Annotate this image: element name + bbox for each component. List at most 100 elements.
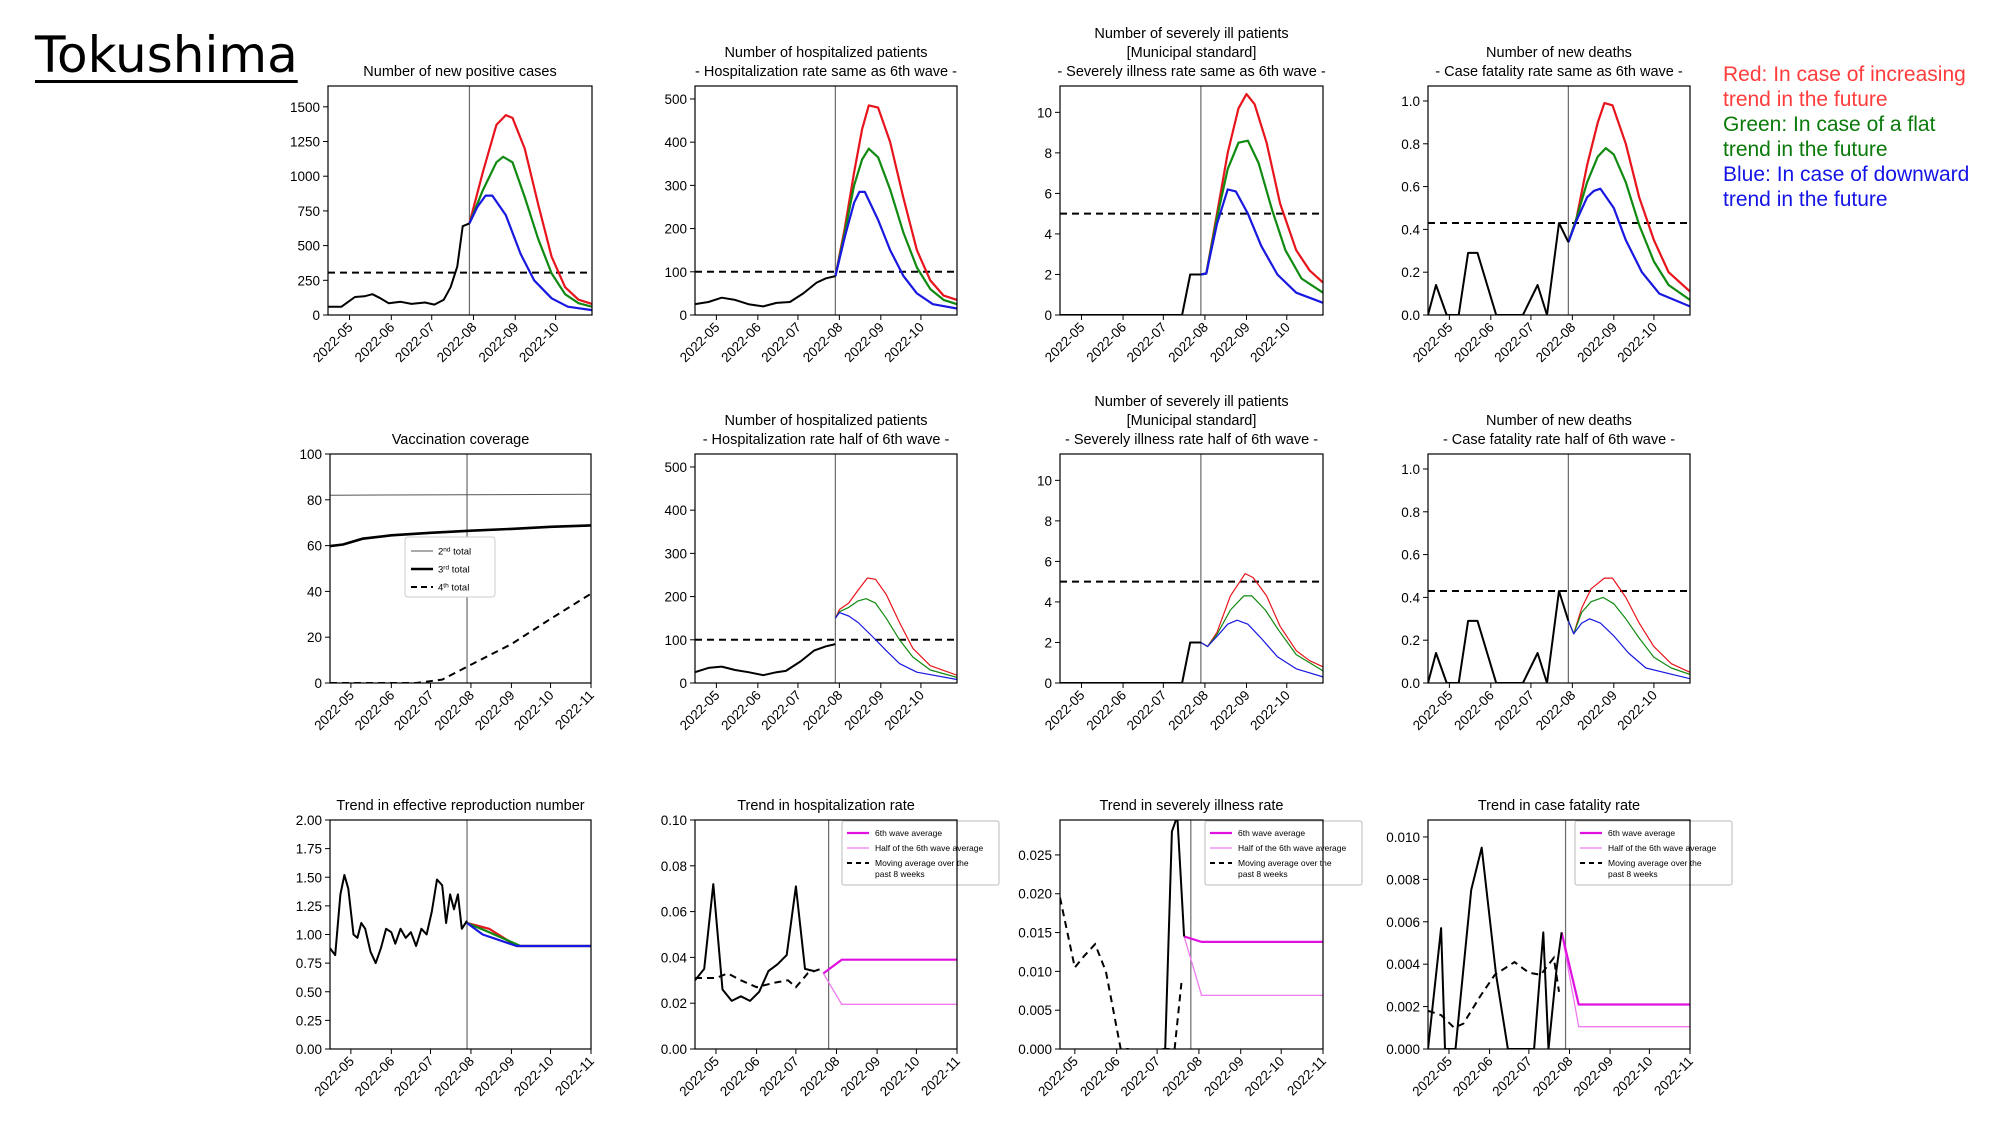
y-tick-label: 0.06 (661, 905, 687, 920)
series-observed (1428, 846, 1563, 1049)
legend-label: past 8 weeks (1608, 869, 1658, 879)
x-tick-label: 2022-10 (1242, 1054, 1288, 1100)
chart-hosp_rate: Trend in hospitalization rate 6th wave av… (661, 798, 1000, 1100)
chart-title-line: Trend in effective reproduction number (336, 798, 584, 814)
y-tick-label: 0.75 (296, 956, 322, 971)
legend-label: 4th total (438, 583, 469, 594)
x-tick-label: 2022-11 (1651, 1054, 1696, 1099)
x-tick-label: 2022-05 (1409, 1054, 1455, 1100)
y-tick-label: 0.08 (661, 859, 687, 874)
x-tick-label: 2022-10 (511, 688, 557, 734)
y-tick-label: 40 (307, 584, 322, 599)
x-tick-label: 2022-11 (918, 1054, 963, 1099)
series-observed (1164, 820, 1186, 1049)
chart-hosp_half: Number of hospitalized patients - Hospita… (664, 413, 958, 734)
x-tick-label: 2022-05 (677, 320, 723, 366)
x-tick-label: 2022-05 (310, 320, 356, 366)
chart-title-line: Number of hospitalized patients (724, 413, 927, 429)
series-blue (1200, 619, 1323, 678)
y-tick-label: 300 (664, 178, 687, 193)
y-tick-label: 80 (307, 493, 322, 508)
series-blue (468, 194, 592, 312)
y-tick-label: 2 (1044, 267, 1052, 282)
x-tick-label: 2022-09 (838, 1054, 884, 1100)
y-tick-label: 0.000 (1018, 1042, 1052, 1057)
series-observed (330, 874, 468, 965)
y-tick-label: 1500 (290, 100, 320, 115)
x-tick-label: 2022-11 (552, 688, 597, 733)
y-tick-label: 500 (297, 239, 320, 254)
legend-green-line-1: Green: In case of a flat (1723, 113, 1936, 136)
series-moving-average (1060, 897, 1129, 1049)
x-tick-label: 2022-07 (758, 320, 804, 366)
x-tick-label: 2022-10 (1614, 320, 1660, 366)
x-tick-label: 2022-06 (352, 688, 398, 734)
x-tick-label: 2022-08 (431, 688, 477, 734)
y-tick-label: 0.00 (296, 1042, 322, 1057)
series-observed (1060, 641, 1201, 683)
x-tick-label: 2022-06 (1450, 1054, 1496, 1100)
series-dashed (330, 592, 591, 683)
axes-frame (1427, 819, 1691, 1050)
x-tick-label: 2022-09 (1207, 320, 1253, 366)
legend-label: 6th wave average (1608, 828, 1675, 838)
chart-fatality_rate: Trend in case fatality rate 6th wave aver… (1386, 798, 1733, 1100)
axes-frame (1427, 85, 1691, 316)
x-tick-label: 2022-05 (311, 688, 357, 734)
x-tick-label: 2022-10 (511, 1054, 557, 1100)
x-tick-label: 2022-07 (391, 1054, 437, 1100)
y-tick-label: 4 (1044, 595, 1052, 610)
y-tick-label: 0.10 (661, 813, 687, 828)
series-green (468, 155, 592, 308)
y-tick-label: 0.04 (661, 950, 688, 965)
axes-frame (1059, 819, 1324, 1050)
x-tick-label: 2022-08 (1165, 688, 1211, 734)
y-tick-label: 0.6 (1401, 548, 1420, 563)
chart-title-line: Number of severely ill patients (1094, 394, 1288, 410)
series-red (1567, 577, 1690, 673)
y-tick-label: 250 (297, 273, 320, 288)
series-red (468, 114, 592, 305)
y-tick-label: 0 (1044, 676, 1052, 691)
scenario-legend: Red: In case of increasing trend in the … (1723, 62, 1969, 212)
series-thick (330, 524, 591, 548)
legend-blue-line-1: Blue: In case of downward (1723, 163, 1970, 186)
x-tick-label: 2022-09 (472, 1054, 518, 1100)
x-tick-label: 2022-05 (676, 1054, 722, 1100)
chart-title-line: - Severely illness rate same as 6th wave… (1057, 64, 1326, 80)
series-blue (834, 190, 957, 310)
series-red (1200, 573, 1323, 668)
legend-label: 3rd total (438, 565, 470, 576)
chart-severe_same: Number of severely ill patients [Municipa… (1037, 26, 1326, 365)
x-tick-label: 2022-06 (718, 688, 764, 734)
y-tick-label: 4 (1044, 227, 1052, 242)
y-tick-label: 6 (1044, 186, 1052, 201)
y-tick-label: 0.020 (1018, 887, 1052, 902)
legend-label: Moving average over the (1608, 858, 1702, 868)
x-tick-label: 2022-07 (1489, 1054, 1535, 1100)
x-tick-label: 2022-05 (311, 1054, 357, 1100)
x-tick-label: 2022-08 (1159, 1054, 1205, 1100)
legend-label: past 8 weeks (875, 869, 925, 879)
legend-label: past 8 weeks (1238, 869, 1288, 879)
series-red (1567, 102, 1690, 293)
legend-label: 6th wave average (1238, 828, 1305, 838)
series-half-average (822, 973, 957, 1005)
page-title: Tokushima (35, 26, 298, 84)
y-tick-label: 0.025 (1018, 848, 1052, 863)
plot-area (1060, 86, 1323, 315)
plot-area (695, 820, 957, 1049)
x-tick-label: 2022-09 (1201, 1054, 1247, 1100)
y-tick-label: 1.0 (1401, 94, 1420, 109)
axes-frame (694, 85, 958, 316)
plot-area (1428, 820, 1690, 1049)
chart-title-line: - Case fatality rate half of 6th wave - (1443, 432, 1675, 448)
x-tick-label: 2022-06 (352, 320, 398, 366)
x-tick-label: 2022-07 (1118, 1054, 1164, 1100)
legend-blue-line-2: trend in the future (1723, 188, 1888, 211)
y-tick-label: 1000 (290, 169, 320, 184)
y-tick-label: 20 (307, 630, 322, 645)
legend-label: Half of the 6th wave average (875, 843, 983, 853)
plot-area (328, 86, 592, 315)
series-green (834, 147, 957, 306)
